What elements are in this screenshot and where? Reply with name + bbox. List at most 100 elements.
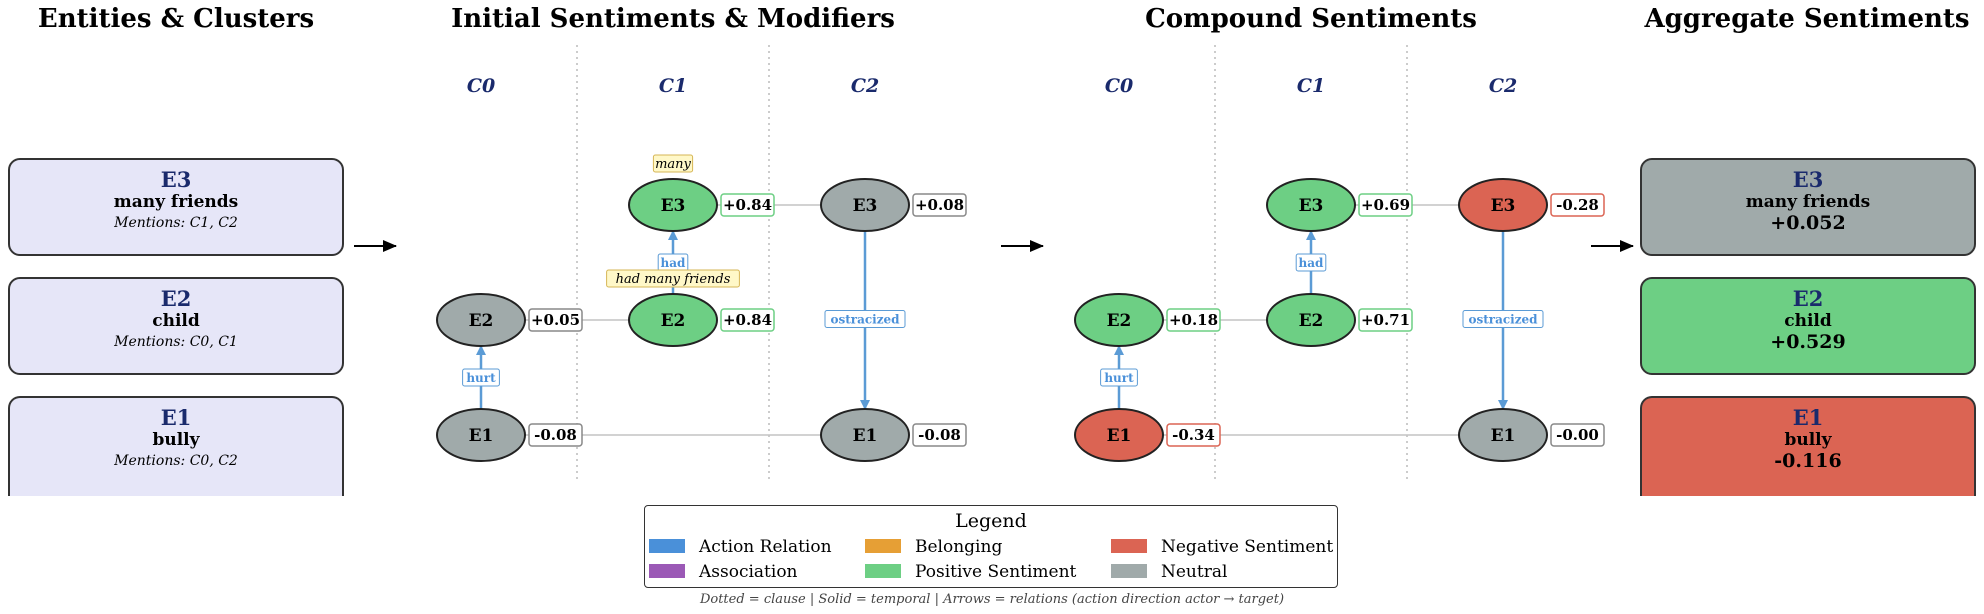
aggregate-name: bully [1784,430,1832,450]
legend-title: Legend [955,510,1027,532]
score-value: +0.84 [723,196,772,214]
aggregate-name: child [1784,311,1832,331]
relation-label-box [1462,310,1544,328]
legend-label: Neutral [1161,562,1228,582]
score-value: -0.34 [1172,426,1215,444]
aggregate-score: +0.052 [1770,212,1846,234]
entity-node [628,293,718,347]
entity-id: E1 [160,405,192,430]
score-badge [1166,423,1221,447]
score-badge [1358,193,1413,217]
entity-name: child [152,311,200,331]
cluster-label: C2 [851,75,879,97]
legend-caption: Dotted = clause | Solid = temporal | Arr… [699,592,1285,607]
aggregate-card-e1: E1 bully -0.116 [1640,396,1976,496]
legend-swatch [1111,539,1147,553]
legend-item-belonging: Belonging [865,537,1002,557]
relation-label: had [1299,256,1325,270]
score-value: -0.28 [1556,196,1599,214]
relation-label-box [824,310,906,328]
score-value: +0.05 [531,311,580,329]
aggregate-score: +0.529 [1770,331,1846,353]
score-value: +0.69 [1361,196,1410,214]
entity-node [1458,408,1548,462]
score-value: +0.71 [1361,311,1410,329]
entity-node [820,178,910,232]
score-value: +0.84 [723,311,772,329]
legend-item-neutral: Neutral [1111,562,1227,582]
score-badge [912,193,967,217]
relation-label: hurt [466,371,496,385]
initial-panel: C0 C1 C2 hurt had ostracized E2 +0.05 E1 -0.08 E3 +… [436,45,967,482]
entity-id: E3 [160,167,192,192]
score-badge [1166,308,1221,332]
modifier-box [652,154,694,173]
aggregate-id: E2 [1792,286,1824,311]
legend-swatch [865,539,901,553]
entities-section-title: Entities & Clusters [37,4,315,34]
aggregate-card-e3: E3 many friends +0.052 [1640,158,1976,256]
aggregate-section-title: Aggregate Sentiments [1644,4,1970,34]
legend-swatch [649,539,685,553]
score-badge [720,193,775,217]
cluster-label: C0 [467,75,495,97]
entity-node-label: E3 [853,196,878,216]
cluster-label: C2 [1489,75,1517,97]
relation-label: hurt [1104,371,1134,385]
legend-swatch [649,564,685,578]
entity-card-e1: E1 bully Mentions: C0, C2 [8,396,344,496]
legend-label: Negative Sentiment [1161,537,1334,557]
aggregate-id: E3 [1792,167,1824,192]
legend-swatch [865,564,901,578]
aggregate-name: many friends [1745,192,1871,212]
entity-node [1266,293,1356,347]
entity-node-label: E2 [1107,311,1132,331]
legend-item-positive: Positive Sentiment [865,562,1076,582]
entity-node [436,408,526,462]
entity-node-label: E1 [1107,426,1132,446]
entity-node-label: E2 [1299,311,1324,331]
cluster-label: C0 [1105,75,1133,97]
score-badge [528,308,583,332]
score-badge [1358,308,1413,332]
legend-item-action: Action Relation [649,537,832,557]
legend-label: Association [699,562,798,582]
score-badge [1550,423,1605,447]
entity-mentions: Mentions: C0, C2 [114,453,238,469]
score-value: +0.18 [1169,311,1218,329]
relation-label-box [462,368,500,387]
entity-id: E2 [160,286,192,311]
entity-node [1074,293,1164,347]
score-value: -0.00 [1556,426,1599,444]
score-badge [720,308,775,332]
entity-name: bully [152,430,200,450]
entity-node-label: E3 [661,196,686,216]
relation-label: had [661,256,687,270]
entity-node-label: E3 [1299,196,1324,216]
legend-swatch [1111,564,1147,578]
relation-label: ostracized [830,313,900,327]
score-badge [1550,193,1605,217]
relation-label-box [1100,368,1138,387]
entity-node-label: E2 [661,311,686,331]
entity-node [1458,178,1548,232]
entity-node-label: E2 [469,311,494,331]
compound-panel: C0 C1 C2 hurt had ostracized E2 +0.18 E1 -0.34 E3 +… [1074,45,1605,482]
modifier-label: many [655,157,691,172]
score-badge [912,423,967,447]
entity-node-label: E1 [1491,426,1516,446]
relation-label-box [1295,253,1327,272]
entity-node [1266,178,1356,232]
entity-node-label: E1 [853,426,878,446]
legend-item-negative: Negative Sentiment [1111,537,1333,557]
entity-mentions: Mentions: C1, C2 [114,215,238,231]
modifier-label: had many friends [616,272,731,287]
cluster-label: C1 [1297,75,1325,97]
graph-panels: C0 C1 C2 hurt had ostracized E2 +0.05 E1 -0.08 E3 +… [354,45,1634,482]
legend-label: Action Relation [699,537,832,557]
entity-node-label: E1 [469,426,494,446]
entity-node [436,293,526,347]
entity-node [820,408,910,462]
entity-node [1074,408,1164,462]
entity-node-label: E3 [1491,196,1516,216]
